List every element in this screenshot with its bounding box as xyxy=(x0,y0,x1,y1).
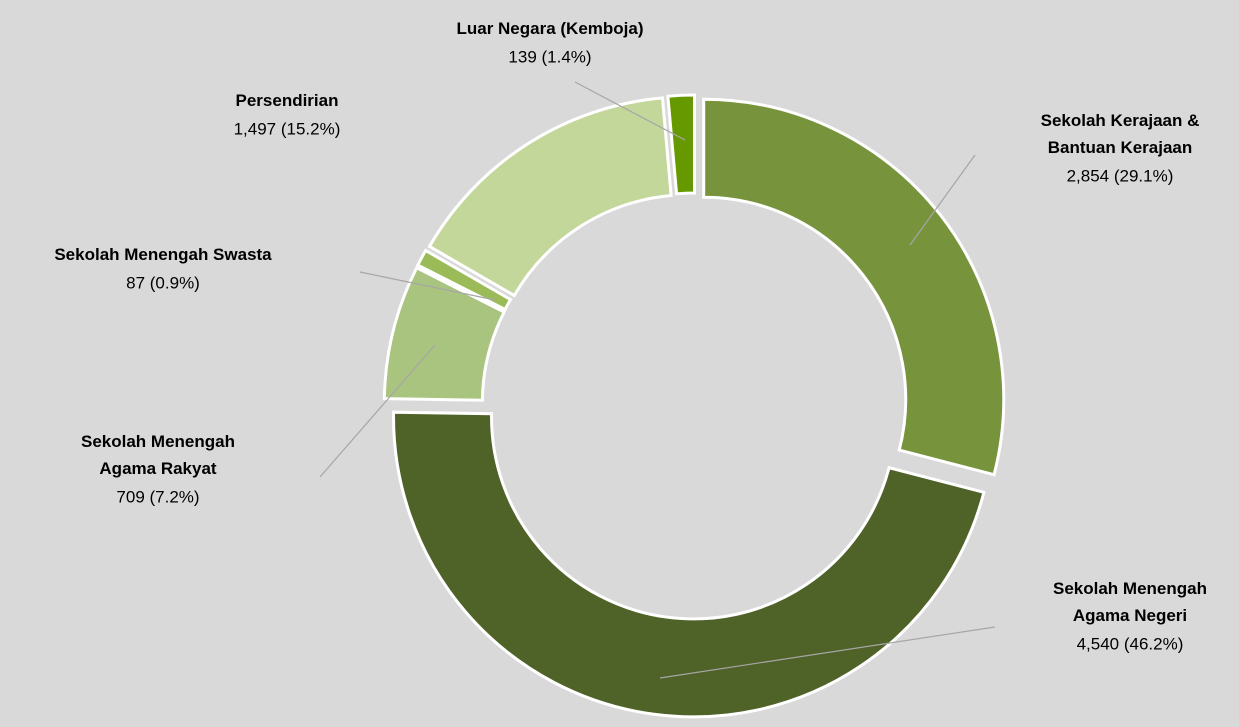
value-label: 4,540 (46.2%) xyxy=(1077,634,1184,653)
leader-line xyxy=(909,154,976,246)
slice-name: Sekolah Menengah Agama Negeri xyxy=(1053,579,1207,625)
value-label: 87 (0.9%) xyxy=(126,273,200,292)
donut-slice xyxy=(392,410,986,719)
value-label: 139 (1.4%) xyxy=(508,47,591,66)
slice-name: Sekolah Menengah Agama Rakyat xyxy=(81,432,235,478)
leader-line xyxy=(574,81,686,141)
donut-slice xyxy=(666,93,697,196)
leader-line xyxy=(359,271,496,301)
leader-line xyxy=(319,344,436,478)
value-label: 2,854 (29.1%) xyxy=(1067,166,1174,185)
leader-line xyxy=(659,626,996,679)
value-label: 1,497 (15.2%) xyxy=(234,119,341,138)
value-label: 709 (7.2%) xyxy=(116,487,199,506)
slice-name: Luar Negara (Kemboja) xyxy=(456,19,643,38)
donut-slice xyxy=(382,265,507,402)
slice-name: Sekolah Menengah Swasta xyxy=(54,245,272,264)
donut-slice xyxy=(415,248,513,312)
slice-name: Persendirian xyxy=(236,91,339,110)
donut-slice xyxy=(427,96,673,298)
slice-name: Sekolah Kerajaan & Bantuan Kerajaan xyxy=(1041,111,1200,157)
donut-slice xyxy=(702,97,1006,477)
